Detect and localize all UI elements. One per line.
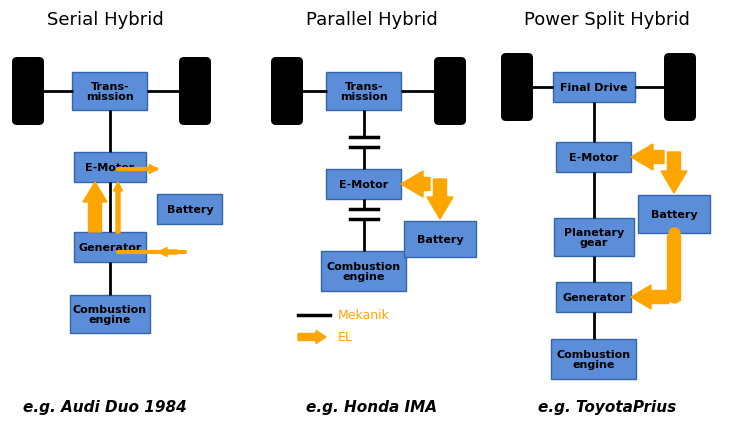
FancyArrow shape — [83, 183, 107, 233]
FancyBboxPatch shape — [70, 295, 150, 333]
FancyBboxPatch shape — [321, 251, 407, 291]
Text: EL: EL — [338, 331, 353, 344]
Text: Generator: Generator — [78, 243, 142, 253]
Text: Planetary
gear: Planetary gear — [564, 227, 624, 248]
FancyBboxPatch shape — [74, 233, 146, 263]
Text: Combustion
engine: Combustion engine — [327, 261, 401, 282]
FancyArrow shape — [401, 171, 430, 197]
FancyArrow shape — [668, 236, 680, 300]
FancyBboxPatch shape — [501, 54, 533, 122]
Text: Mekanik: Mekanik — [338, 309, 390, 322]
FancyArrow shape — [669, 236, 679, 295]
FancyArrow shape — [661, 153, 687, 194]
FancyBboxPatch shape — [12, 58, 44, 126]
FancyArrow shape — [298, 331, 326, 344]
Text: Power Split Hybrid: Power Split Hybrid — [524, 11, 690, 29]
FancyBboxPatch shape — [434, 58, 466, 126]
Text: Trans-
mission: Trans- mission — [340, 82, 388, 102]
FancyBboxPatch shape — [404, 221, 476, 257]
FancyArrow shape — [149, 165, 158, 174]
FancyBboxPatch shape — [326, 170, 402, 200]
FancyBboxPatch shape — [179, 58, 211, 126]
Text: Final Drive: Final Drive — [560, 83, 628, 93]
FancyArrow shape — [631, 145, 664, 171]
Text: Battery: Battery — [167, 204, 213, 214]
FancyBboxPatch shape — [158, 194, 223, 224]
Text: E-Motor: E-Motor — [570, 153, 618, 163]
Text: Combustion
engine: Combustion engine — [73, 304, 147, 325]
FancyArrow shape — [158, 248, 177, 257]
Text: Battery: Battery — [651, 210, 697, 220]
Text: E-Motor: E-Motor — [339, 180, 388, 190]
Text: Serial Hybrid: Serial Hybrid — [46, 11, 164, 29]
Text: E-Motor: E-Motor — [85, 163, 135, 173]
FancyBboxPatch shape — [664, 54, 696, 122]
FancyBboxPatch shape — [556, 283, 632, 312]
FancyBboxPatch shape — [326, 73, 402, 111]
FancyBboxPatch shape — [638, 196, 710, 233]
FancyBboxPatch shape — [72, 73, 147, 111]
Text: Parallel Hybrid: Parallel Hybrid — [306, 11, 438, 29]
FancyBboxPatch shape — [556, 143, 632, 173]
FancyArrow shape — [427, 180, 453, 220]
FancyBboxPatch shape — [554, 218, 634, 256]
FancyBboxPatch shape — [271, 58, 303, 126]
Text: Trans-
mission: Trans- mission — [86, 82, 134, 102]
Text: Battery: Battery — [416, 234, 464, 244]
FancyBboxPatch shape — [74, 153, 146, 183]
FancyArrow shape — [631, 285, 669, 309]
FancyBboxPatch shape — [551, 339, 637, 379]
Text: e.g. ToyotaPrius: e.g. ToyotaPrius — [538, 400, 676, 414]
Text: Generator: Generator — [562, 293, 626, 302]
Text: Combustion
engine: Combustion engine — [557, 349, 631, 369]
Text: e.g. Honda IMA: e.g. Honda IMA — [307, 400, 438, 414]
Text: e.g. Audi Duo 1984: e.g. Audi Duo 1984 — [23, 400, 187, 414]
FancyBboxPatch shape — [553, 73, 635, 103]
FancyArrow shape — [113, 183, 122, 233]
